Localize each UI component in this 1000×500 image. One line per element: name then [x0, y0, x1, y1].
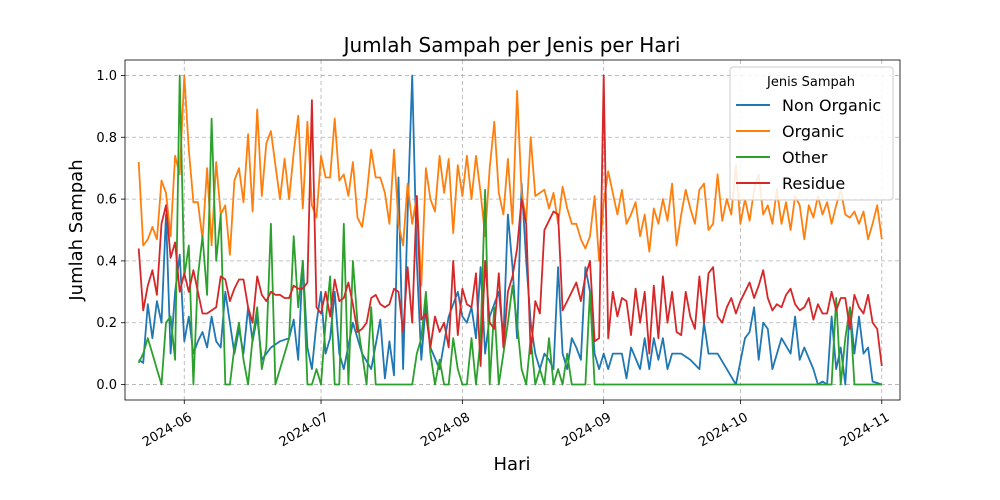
series-line-residue	[137, 74, 883, 367]
y-tick-label: 0.4	[96, 254, 117, 269]
y-tick-label: 0.8	[96, 131, 117, 146]
legend-label-residue: Residue	[782, 174, 845, 193]
legend-label-other: Other	[782, 148, 828, 167]
y-axis-label: Jumlah Sampah	[66, 159, 87, 301]
series-line-other	[137, 74, 882, 386]
plot-frame	[124, 59, 901, 401]
x-axis-label: Hari	[494, 454, 531, 475]
series-lines	[137, 74, 883, 386]
y-tick-label: 0.2	[96, 316, 117, 331]
y-tick-label: 1.0	[96, 69, 117, 84]
series-line-non-organic	[138, 74, 883, 386]
legend-title: Jenis Sampah	[766, 75, 855, 90]
y-tick-label: 0.6	[96, 193, 117, 208]
legend-label-non-organic: Non Organic	[782, 96, 881, 115]
y-tick-label: 0.0	[96, 378, 117, 393]
legend-label-organic: Organic	[782, 122, 844, 141]
legend-items: Non Organic Organic Other Residue	[736, 96, 881, 193]
chart-title: Jumlah Sampah per Jenis per Hari	[342, 33, 681, 57]
legend: Jenis Sampah Non Organic Organic Other Resi…	[729, 66, 894, 201]
y-axis-ticks: 0.0 0.2 0.4 0.6 0.8 1.0	[96, 69, 125, 393]
legend-box	[729, 66, 894, 201]
